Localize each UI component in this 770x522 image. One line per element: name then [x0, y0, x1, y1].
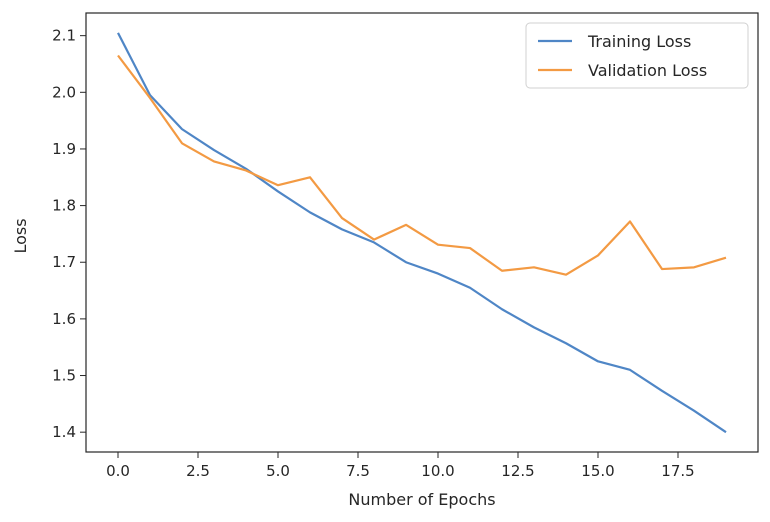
legend-box — [525, 22, 749, 89]
y-tick-label: 1.6 — [52, 310, 76, 328]
x-tick-label: 10.0 — [421, 462, 454, 480]
x-tick-label: 12.5 — [501, 462, 534, 480]
y-tick-label: 1.8 — [52, 197, 76, 215]
x-axis-label: Number of Epochs — [348, 490, 495, 509]
legend: Training Loss Validation Loss — [525, 22, 749, 89]
y-tick-label: 1.7 — [52, 253, 76, 271]
x-axis-ticks: 0.0 2.5 5.0 7.5 10.0 12.5 15.0 17.5 — [106, 452, 695, 480]
x-tick-label: 7.5 — [346, 462, 370, 480]
series-lines — [117, 32, 727, 434]
y-axis-label: Loss — [11, 218, 30, 253]
x-tick-label: 0.0 — [106, 462, 130, 480]
y-tick-label: 2.1 — [52, 27, 76, 45]
series-line-training-loss — [117, 32, 727, 434]
y-tick-label: 1.4 — [52, 423, 76, 441]
x-tick-label: 15.0 — [581, 462, 614, 480]
y-tick-label: 1.5 — [52, 367, 76, 385]
legend-label: Training Loss — [587, 32, 691, 51]
x-tick-label: 17.5 — [661, 462, 694, 480]
y-tick-label: 1.9 — [52, 140, 76, 158]
legend-label: Validation Loss — [588, 61, 707, 80]
x-tick-label: 2.5 — [186, 462, 210, 480]
y-tick-label: 2.0 — [52, 83, 76, 101]
x-tick-label: 5.0 — [266, 462, 290, 480]
y-axis-ticks: 1.4 1.5 1.6 1.7 1.8 1.9 2.0 2.1 — [52, 27, 86, 441]
series-line-validation-loss — [117, 54, 727, 276]
